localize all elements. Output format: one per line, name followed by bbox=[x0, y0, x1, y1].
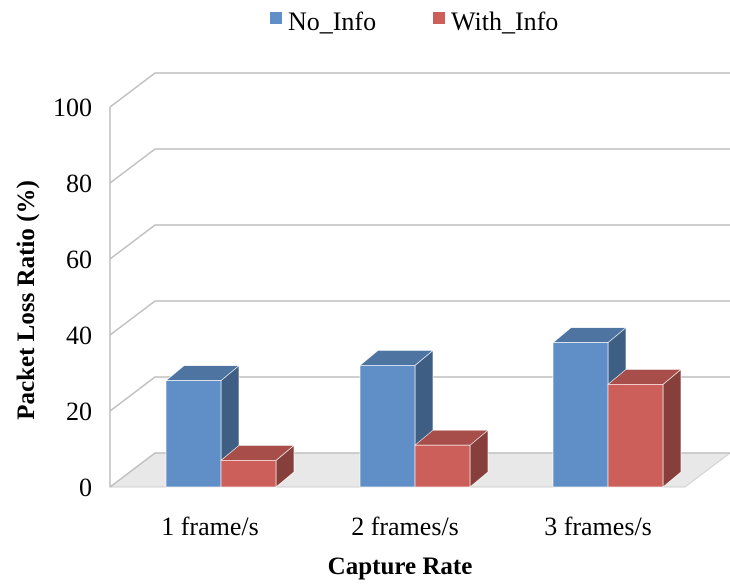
y-axis-title: Packet Loss Ratio (%) bbox=[13, 180, 40, 420]
y-tick-label: 0 bbox=[79, 473, 92, 502]
gridline bbox=[109, 148, 730, 184]
x-tick-label: 2 frames/s bbox=[351, 512, 459, 541]
gridline bbox=[109, 300, 730, 336]
gridline bbox=[109, 452, 730, 488]
bar-with-info bbox=[220, 444, 295, 488]
bar-with-info bbox=[414, 429, 489, 488]
bar-front-face bbox=[552, 342, 609, 488]
bar-front-face bbox=[220, 460, 277, 488]
x-tick-label: 3 frames/s bbox=[544, 512, 652, 541]
bar-no-info bbox=[165, 364, 240, 488]
x-axis-title: Capture Rate bbox=[328, 553, 473, 580]
bar-front-face bbox=[607, 384, 664, 488]
bar-with-info bbox=[607, 368, 682, 488]
y-tick-label: 60 bbox=[66, 245, 92, 274]
bar-front-face bbox=[165, 380, 222, 488]
legend-label-no-info: No_Info bbox=[288, 7, 376, 36]
gridline bbox=[109, 376, 730, 412]
y-tick-label: 80 bbox=[66, 169, 92, 198]
bar-front-face bbox=[414, 444, 471, 488]
y-axis-ticks: 0 20 40 60 80 100 bbox=[53, 93, 92, 502]
legend-label-with-info: With_Info bbox=[451, 7, 558, 36]
x-tick-label: 1 frame/s bbox=[161, 512, 258, 541]
bar-front-face bbox=[359, 365, 416, 488]
gridline bbox=[109, 224, 730, 260]
bar-side-face bbox=[662, 368, 682, 488]
gridline bbox=[109, 72, 730, 108]
y-tick-label: 40 bbox=[66, 321, 92, 350]
legend: No_Info With_Info bbox=[270, 7, 558, 36]
legend-swatch-no-info bbox=[270, 12, 282, 24]
y-tick-label: 20 bbox=[66, 397, 92, 426]
bars bbox=[165, 326, 682, 488]
y-tick-label: 100 bbox=[53, 93, 92, 122]
x-axis-categories: 1 frame/s 2 frames/s 3 frames/s bbox=[161, 512, 652, 541]
legend-swatch-with-info bbox=[433, 12, 445, 24]
